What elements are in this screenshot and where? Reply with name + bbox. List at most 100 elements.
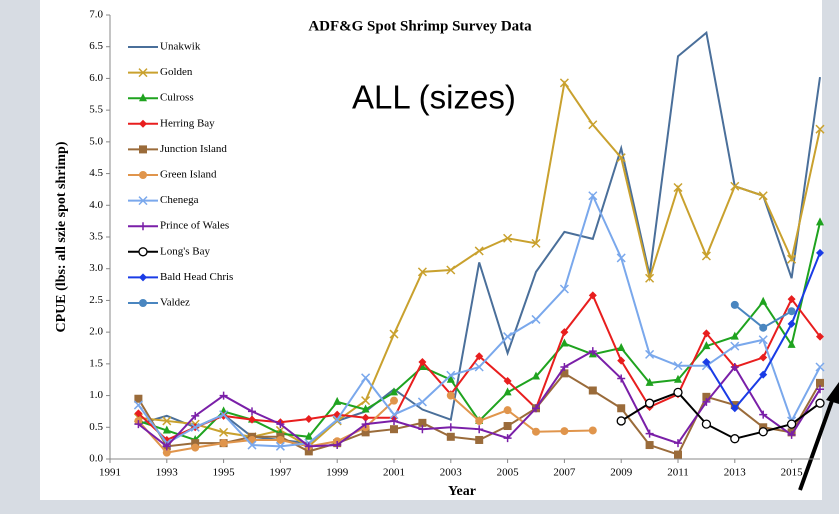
y-tick-label: 3.0 [89, 262, 103, 274]
point [361, 396, 371, 406]
legend-marker [139, 299, 147, 307]
point [219, 427, 229, 437]
point [730, 300, 739, 309]
point [674, 374, 682, 383]
series-line [450, 394, 593, 433]
point [162, 448, 171, 457]
legend-marker [138, 247, 148, 257]
point [702, 357, 711, 366]
legend-label: Prince of Wales [160, 220, 229, 232]
point [276, 435, 285, 444]
point [333, 441, 342, 450]
legend-label: Golden [160, 66, 193, 78]
point [701, 251, 711, 261]
point [361, 420, 370, 429]
point [389, 410, 399, 420]
point [645, 273, 655, 283]
x-tick-label: 2013 [724, 467, 747, 479]
point [673, 361, 683, 371]
legend-label: Culross [160, 92, 194, 104]
x-axis-label: Year [448, 484, 476, 499]
point [503, 387, 512, 396]
point [617, 374, 626, 383]
point [162, 425, 171, 434]
y-tick-label: 2.5 [89, 294, 103, 306]
y-tick-label: 0.5 [89, 421, 103, 433]
point [333, 396, 342, 405]
legend-marker [139, 145, 147, 154]
point [560, 369, 569, 378]
point [730, 363, 739, 372]
point [758, 191, 768, 201]
point [247, 440, 257, 450]
point [446, 370, 456, 380]
point [503, 434, 512, 443]
x-tick-label: 1997 [269, 467, 292, 479]
point [588, 120, 598, 130]
point [815, 124, 825, 134]
point [134, 409, 143, 418]
point [418, 418, 427, 427]
point [503, 422, 512, 431]
point [389, 329, 399, 339]
point [332, 415, 342, 425]
point [446, 432, 455, 441]
y-tick-label: 2.0 [89, 326, 103, 338]
y-tick-label: 6.5 [89, 40, 103, 52]
y-tick-label: 0.0 [89, 453, 103, 465]
point [276, 420, 285, 429]
x-tick-label: 2001 [383, 467, 405, 479]
legend-label: Junction Island [160, 143, 227, 155]
point [759, 370, 768, 379]
x-tick-label: 2009 [610, 467, 633, 479]
x-tick-label: 2011 [667, 467, 689, 479]
x-tick-label: 2015 [781, 467, 804, 479]
point [361, 404, 370, 413]
legend-label: Bald Head Chris [160, 271, 233, 283]
y-tick-label: 7.0 [89, 9, 103, 21]
point [616, 253, 626, 263]
point [532, 404, 540, 413]
point [645, 377, 654, 386]
point [645, 349, 655, 359]
point [702, 392, 711, 401]
x-tick-label: 2005 [497, 467, 520, 479]
point [162, 442, 171, 451]
series-line [620, 391, 821, 440]
point [588, 386, 597, 395]
point [816, 248, 824, 257]
point [588, 291, 597, 300]
point [786, 419, 797, 429]
point [390, 396, 398, 405]
point [559, 284, 569, 294]
legend-marker [138, 68, 148, 78]
point [787, 254, 797, 264]
y-tick-label: 1.0 [89, 389, 103, 401]
point [446, 265, 456, 275]
y-tick-label: 4.0 [89, 199, 103, 211]
point [702, 329, 711, 338]
arrow-head [826, 382, 839, 404]
point [730, 341, 740, 351]
point [815, 398, 825, 408]
point [617, 343, 626, 351]
legend-label: Unakwik [160, 41, 201, 53]
point [162, 416, 172, 426]
legend-marker [139, 222, 147, 231]
point [446, 423, 455, 432]
legend-label: Long's Bay [160, 245, 210, 257]
point [644, 398, 655, 408]
x-tick-label: 1995 [213, 467, 236, 479]
y-tick-label: 4.5 [89, 167, 103, 179]
point [248, 415, 256, 424]
legend-marker [139, 93, 147, 102]
point [531, 314, 541, 324]
legend-label: Green Island [160, 169, 217, 181]
point [361, 428, 370, 437]
legend-label: Valdez [160, 297, 190, 309]
point [219, 439, 228, 448]
point [503, 233, 513, 243]
point [418, 357, 427, 366]
